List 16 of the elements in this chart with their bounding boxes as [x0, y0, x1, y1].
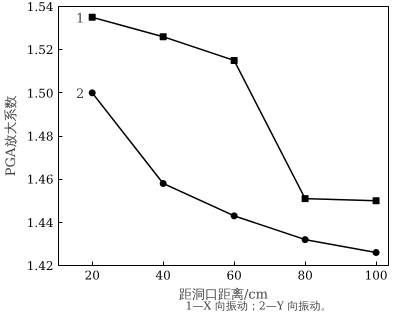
y-tick-label: 1.54 — [26, 0, 54, 14]
y-tick-label: 1.48 — [26, 130, 54, 144]
x-tick-label: 100 — [364, 268, 388, 282]
y-tick-label: 1.52 — [26, 43, 54, 58]
y-axis-title: PGA放大系数 — [4, 96, 19, 176]
legend-label: 2 — [76, 86, 84, 102]
x-tick-label: 20 — [84, 268, 100, 282]
y-tick-label: 1.44 — [26, 216, 54, 230]
series-label: 1 — [76, 11, 84, 26]
y-tick-label: 1.46 — [26, 172, 54, 187]
x-tick-label: 60 — [226, 268, 242, 282]
x-tick-label: 80 — [297, 268, 313, 282]
x-tick-label: 40 — [156, 268, 171, 282]
y-tick-label: 1.42 — [26, 259, 54, 273]
text: 1—X 向振动；2—Y 向振动。 — [185, 300, 332, 312]
y-tick-label: 1.50 — [26, 86, 54, 100]
